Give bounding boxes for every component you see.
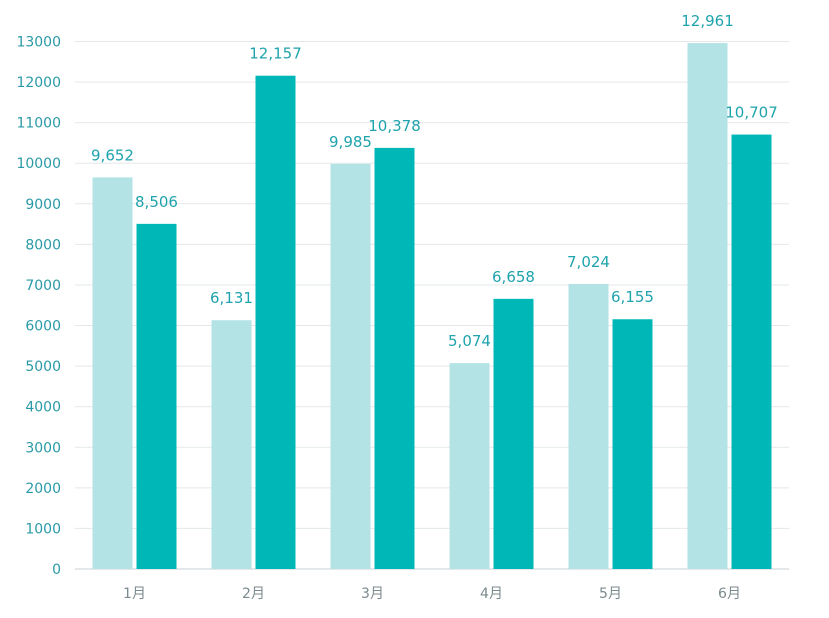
x-tick-label: 1月 <box>123 586 146 602</box>
bar-series-2 <box>493 298 534 569</box>
bar-series-2 <box>255 75 296 569</box>
y-tick-label: 3000 <box>25 440 61 456</box>
x-tick-label: 4月 <box>480 586 503 602</box>
bar-series-2 <box>731 134 772 569</box>
bar-series-2 <box>374 147 415 569</box>
bar-series-1 <box>687 43 728 569</box>
data-label: 9,985 <box>329 133 372 151</box>
gridlines <box>75 41 789 570</box>
y-tick-label: 6000 <box>25 319 61 335</box>
y-axis: 0 1000 2000 3000 4000 5000 6000 7000 8000 9000 100… <box>16 35 61 579</box>
y-tick-label: 1000 <box>25 521 61 537</box>
y-tick-label: 0 <box>52 562 61 578</box>
bar-series-1 <box>568 283 609 569</box>
data-label: 6,155 <box>611 288 654 306</box>
y-tick-label: 8000 <box>25 237 61 253</box>
data-label: 6,658 <box>492 268 535 286</box>
bar-series-1 <box>330 163 371 569</box>
data-label: 12,157 <box>249 45 302 63</box>
bar-series-1 <box>211 320 252 569</box>
y-tick-label: 2000 <box>25 481 61 497</box>
data-label: 6,131 <box>210 289 253 307</box>
y-tick-label: 10000 <box>16 156 61 172</box>
y-tick-label: 12000 <box>16 75 61 91</box>
data-label: 7,024 <box>567 253 610 271</box>
y-tick-label: 7000 <box>25 278 61 294</box>
x-tick-label: 2月 <box>242 586 265 602</box>
y-tick-label: 5000 <box>25 359 61 375</box>
data-label: 5,074 <box>448 332 491 350</box>
x-tick-label: 5月 <box>599 586 622 602</box>
x-tick-label: 3月 <box>361 586 384 602</box>
data-label: 9,652 <box>91 146 134 164</box>
y-tick-label: 9000 <box>25 197 61 213</box>
data-label: 10,707 <box>725 104 778 122</box>
y-tick-label: 11000 <box>16 116 61 132</box>
data-label: 8,506 <box>135 193 178 211</box>
data-label: 12,961 <box>681 12 734 30</box>
x-tick-label: 6月 <box>718 586 741 602</box>
y-tick-label: 4000 <box>25 400 61 416</box>
bar-series-1 <box>92 177 133 569</box>
bars <box>92 43 772 569</box>
x-axis: 1月 2月 3月 4月 5月 6月 <box>123 586 741 602</box>
bar-series-2 <box>612 319 653 569</box>
bar-series-2 <box>136 223 177 569</box>
bar-series-1 <box>449 363 490 569</box>
y-tick-label: 13000 <box>16 35 61 51</box>
data-label: 10,378 <box>368 117 421 135</box>
